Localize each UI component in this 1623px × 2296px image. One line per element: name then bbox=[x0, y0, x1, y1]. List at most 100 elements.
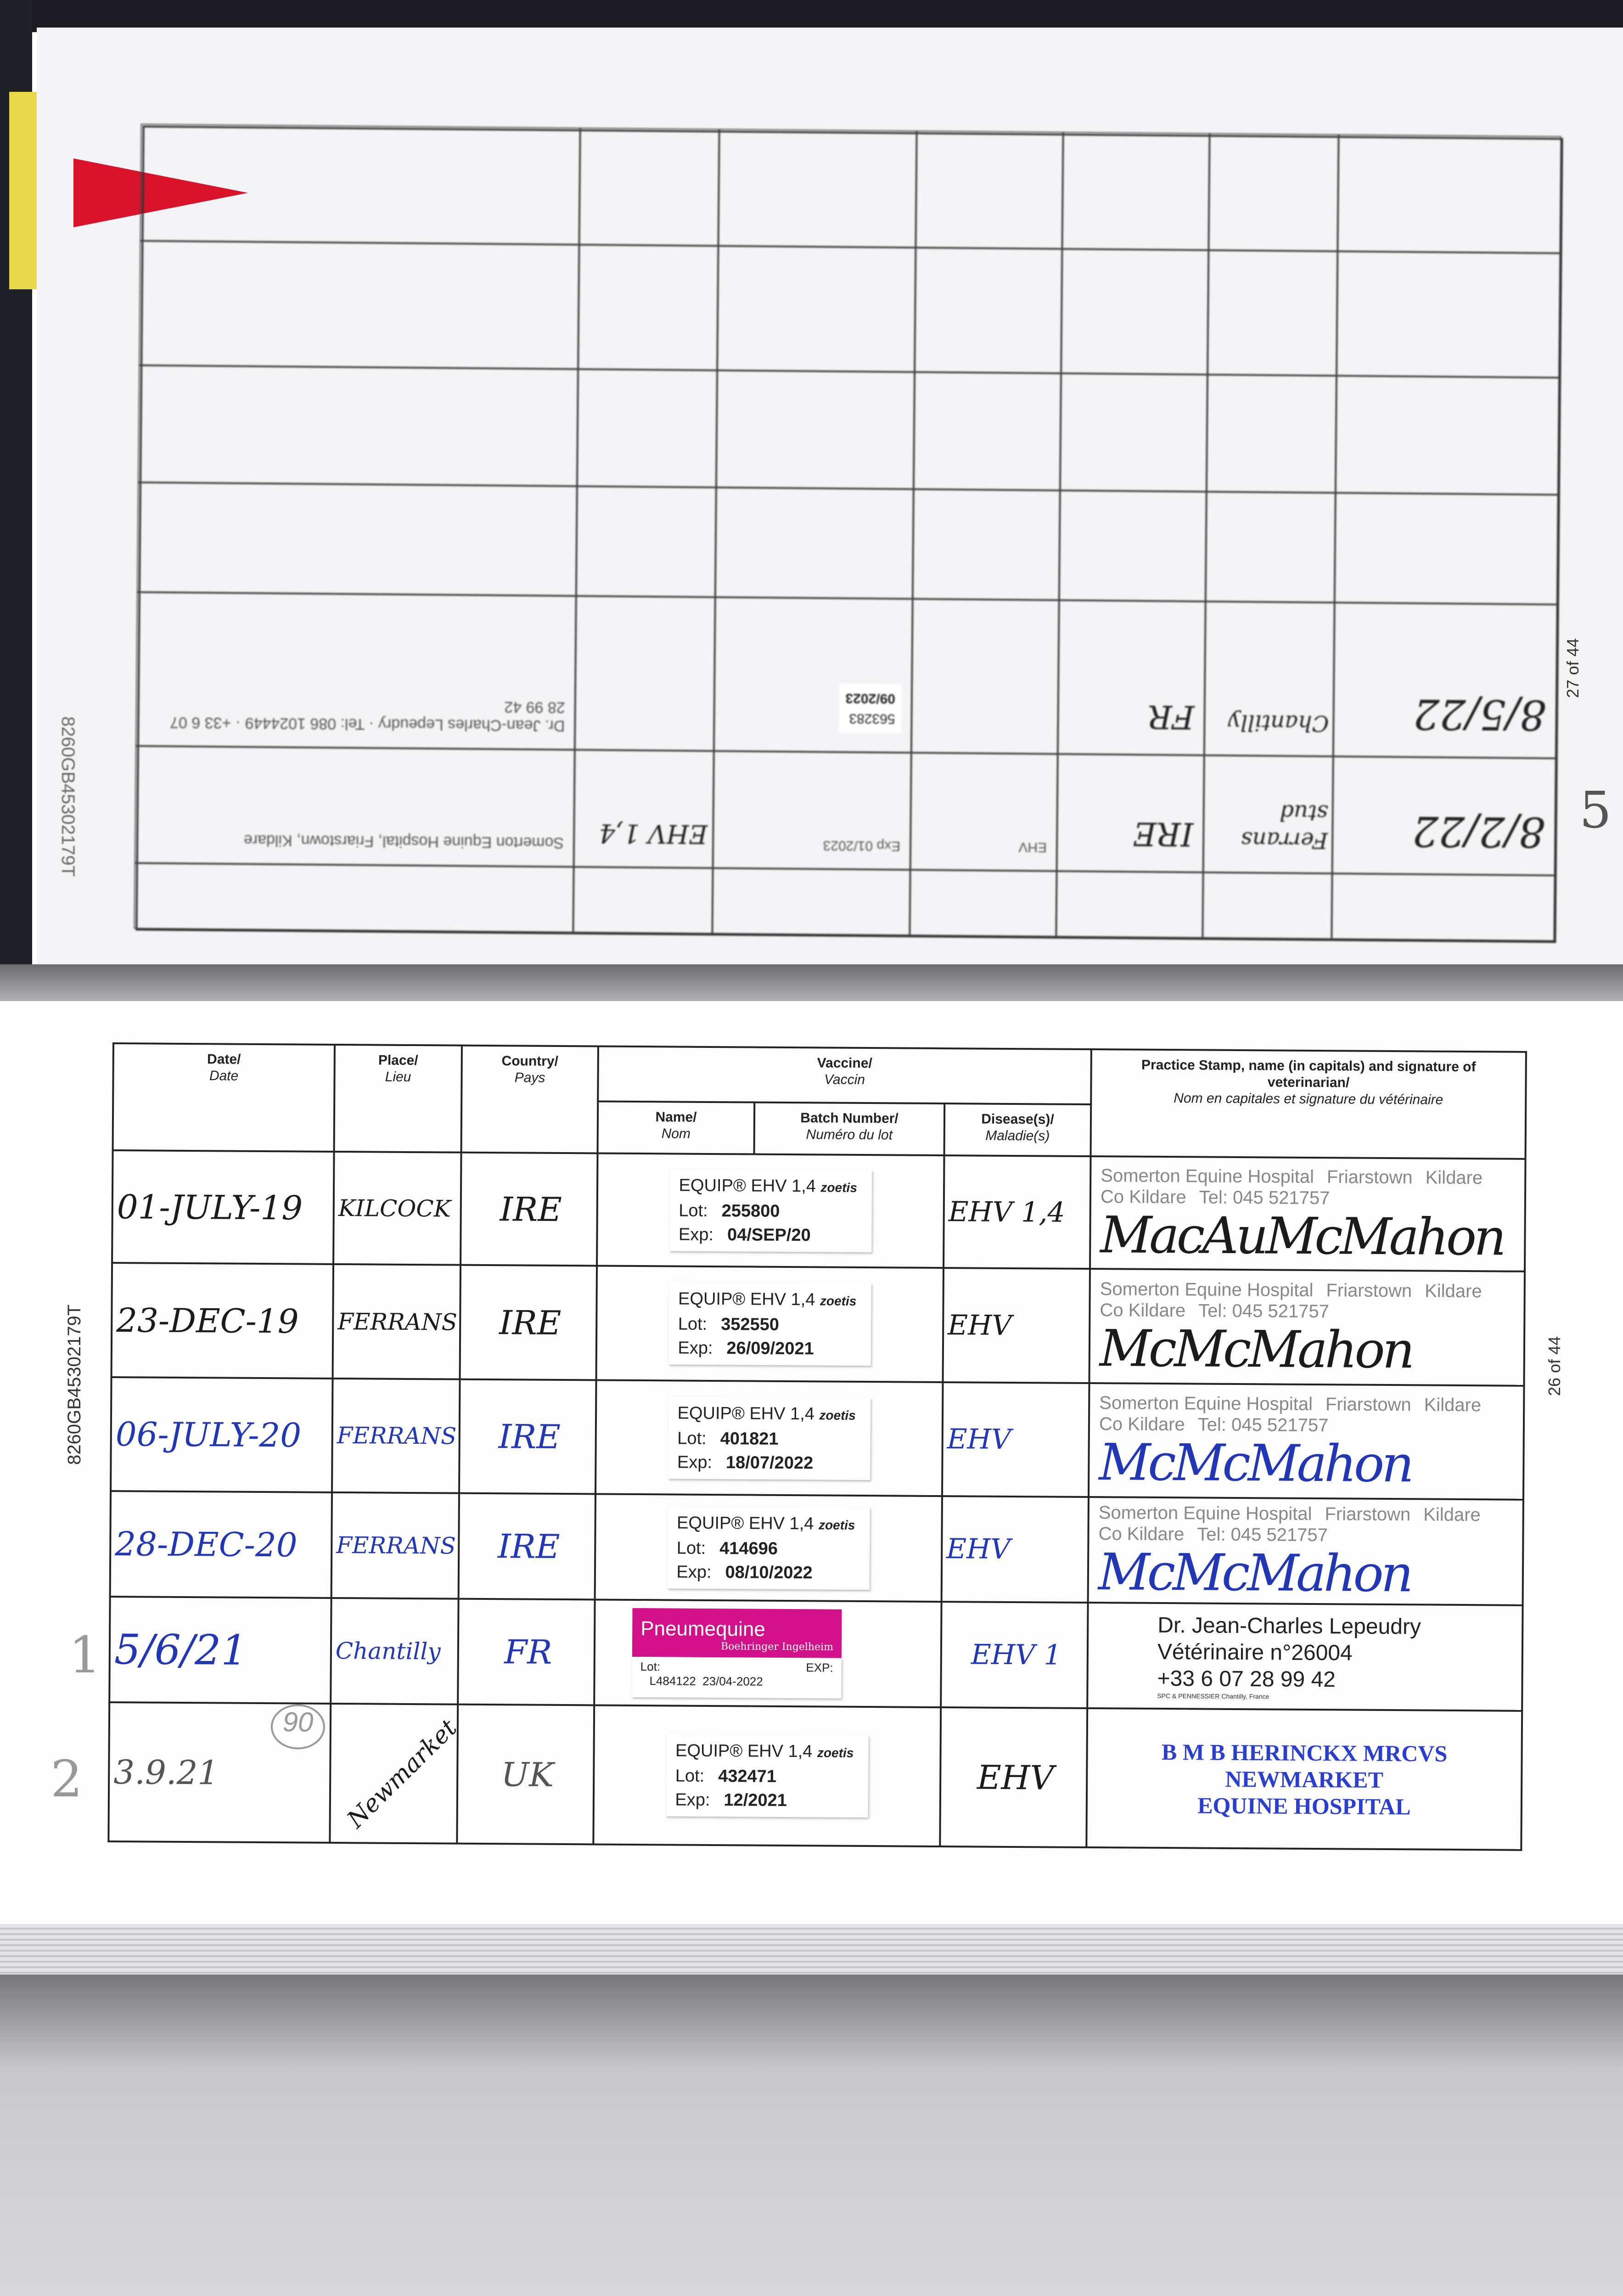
country-cell: UK bbox=[457, 1704, 595, 1845]
disease-cell: EHV bbox=[943, 1268, 1090, 1384]
upper-row2-stamp: Dr. Jean-Charles Lepeudry · Tel: 086 102… bbox=[135, 592, 576, 750]
pneumequine-lot: Lot: EXP: L484122 23/04-2022 bbox=[632, 1656, 842, 1699]
upper-document-code: 8260GB45302179T bbox=[58, 716, 78, 877]
upper-page bbox=[37, 28, 1623, 964]
header-date: Date/Date bbox=[112, 1043, 335, 1152]
stamp-line: Tel: 045 521757 bbox=[1197, 1524, 1328, 1546]
place-cell: Newmarket bbox=[330, 1703, 462, 1844]
vaccine-label-cell: EQUIP® EHV 1,4 zoetis Lot: 255800 Exp: 04/SE… bbox=[597, 1153, 944, 1268]
upper-row2-country: FR bbox=[1057, 600, 1206, 755]
page-stack-edge bbox=[0, 1924, 1623, 1979]
pneumequine-sticker: Pneumequine Boehringer Ingelheim bbox=[632, 1608, 842, 1658]
vaccine-sticker: EQUIP® EHV 1,4 zoetis Lot: 414696 Exp: 08/10… bbox=[667, 1506, 870, 1590]
country-cell: IRE bbox=[458, 1493, 596, 1600]
disease-cell: EHV bbox=[941, 1496, 1089, 1603]
country-cell: IRE bbox=[459, 1379, 596, 1494]
vaccine-sticker: EQUIP® EHV 1,4 zoetis Lot: 352550 Exp: 26/09… bbox=[668, 1282, 871, 1366]
stamp-line: Tel: 045 521757 bbox=[1199, 1187, 1330, 1208]
place-cell: FERRANS bbox=[332, 1378, 460, 1493]
vaccine-label-cell: EQUIP® EHV 1,4 zoetis Lot: 352550 Exp: 26/09… bbox=[596, 1266, 944, 1383]
date-cell: 28-DEC-20 bbox=[110, 1491, 332, 1598]
upper-header-cell bbox=[1056, 871, 1203, 938]
header-batch: Batch Number/Numéro du lot bbox=[754, 1102, 945, 1156]
vaccine-label-cell: EQUIP® EHV 1,4 zoetis Lot: 414696 Exp: 08/10… bbox=[595, 1494, 942, 1602]
country-cell: FR bbox=[458, 1598, 595, 1705]
disease-cell: EHV 1,4 bbox=[943, 1155, 1091, 1269]
upper-margin-mark: 5 bbox=[1579, 781, 1612, 839]
table-row: 06-JULY-20 FERRANS IRE EQUIP® EHV 1,4 zoeti… bbox=[111, 1377, 1524, 1500]
stamp-line: Co Kildare bbox=[1099, 1414, 1185, 1435]
scanner-edge bbox=[0, 0, 1623, 32]
stamp-line: Somerton Equine Hospital bbox=[1101, 1165, 1314, 1187]
vaccination-table: Date/Date Place/Lieu Country/Pays Vaccin… bbox=[107, 1042, 1527, 1851]
stamp-cell: Somerton Equine Hospital Friarstown Kildar… bbox=[1089, 1269, 1525, 1386]
table-row: 5/6/21 Chantilly FR Pneumequine Boehringe… bbox=[109, 1596, 1523, 1711]
date-cell: 23-DEC-19 bbox=[111, 1263, 334, 1379]
vaccine-sticker: EQUIP® EHV 1,4 zoetis Lot: 255800 Exp: 04/SE… bbox=[669, 1169, 872, 1253]
disease-cell: EHV bbox=[940, 1707, 1088, 1847]
table-row: 01-JULY-19 KILCOCK IRE EQUIP® EHV 1,4 zoeti… bbox=[112, 1150, 1526, 1272]
stamp-line: Kildare bbox=[1425, 1167, 1483, 1188]
stamp-line: Friarstown bbox=[1326, 1280, 1412, 1301]
circled-number: 90 bbox=[270, 1704, 326, 1750]
lower-page-count: 26 of 44 bbox=[1545, 1336, 1564, 1396]
vet-signature: McMcMahon bbox=[1099, 1318, 1412, 1379]
vet-signature: McMcMahon bbox=[1098, 1542, 1411, 1604]
country-cell: IRE bbox=[461, 1152, 598, 1266]
upper-row1-name: EHV bbox=[910, 753, 1058, 871]
boehringer-logo: Boehringer Ingelheim bbox=[720, 1641, 834, 1653]
stamp-line: Co Kildare bbox=[1100, 1300, 1186, 1321]
stamp-line: Somerton Equine Hospital bbox=[1098, 1503, 1312, 1524]
upper-row1-disease: EHV 1,4 bbox=[573, 749, 714, 868]
date-cell: 01-JULY-19 bbox=[112, 1150, 334, 1264]
disease-cell: EHV 1 bbox=[941, 1602, 1088, 1708]
header-place: Place/Lieu bbox=[334, 1044, 462, 1153]
table-row: 28-DEC-20 FERRANS IRE EQUIP® EHV 1,4 zoetis… bbox=[110, 1491, 1523, 1605]
stamp-line: Tel: 045 521757 bbox=[1197, 1414, 1329, 1436]
place-cell: KILCOCK bbox=[333, 1151, 461, 1265]
vet-signature: McMcMahon bbox=[1099, 1433, 1412, 1494]
stamp-cell: B M B HERINCKX MRCVS NEWMARKET EQUINE HO… bbox=[1086, 1708, 1522, 1850]
header-vaccine: Vaccine/Vaccin bbox=[598, 1046, 1091, 1105]
stamp-line: Friarstown bbox=[1325, 1394, 1411, 1415]
vaccine-label-cell: EQUIP® EHV 1,4 zoetis Lot: 432471 Exp: 12/20… bbox=[593, 1705, 941, 1847]
place-cell: FERRANS bbox=[332, 1264, 461, 1379]
upper-row2-disease bbox=[574, 596, 715, 751]
upper-row2-name bbox=[911, 599, 1059, 754]
red-flag-marker bbox=[73, 158, 248, 227]
stamp-cell: Somerton Equine Hospital Friarstown Kildar… bbox=[1089, 1383, 1524, 1500]
upper-header-cell bbox=[1202, 872, 1332, 940]
upper-row1-stamp: Somerton Equine Hospital, Friarstown, Ki… bbox=[134, 746, 575, 867]
stamp-cell: Dr. Jean-Charles Lepeudry Vétérinaire n°… bbox=[1087, 1603, 1523, 1711]
place-cell: Chantilly bbox=[331, 1598, 459, 1705]
table-row: 3.9.21 90 Newmarket UK EQUIP® EHV 1,4 zoe… bbox=[108, 1702, 1522, 1850]
vet-signature: MacAuMcMahon bbox=[1100, 1205, 1504, 1267]
vaccine-sticker: EQUIP® EHV 1,4 zoetis Lot: 401821 Exp: 18/07… bbox=[668, 1396, 870, 1480]
upper-row1-place: Ferrans stud bbox=[1203, 755, 1333, 874]
document-code: 8260GB45302179T bbox=[64, 1304, 84, 1465]
disease-cell: EHV bbox=[942, 1382, 1089, 1497]
upper-row1-country: IRE bbox=[1056, 754, 1204, 872]
vaccine-label-cell: EQUIP® EHV 1,4 zoetis Lot: 401821 Exp: 18/07… bbox=[595, 1380, 943, 1497]
place-cell: FERRANS bbox=[331, 1492, 460, 1599]
stamp-line: Somerton Equine Hospital bbox=[1099, 1393, 1313, 1414]
upper-page-count: 27 of 44 bbox=[1563, 638, 1582, 698]
stamp-line: Kildare bbox=[1425, 1280, 1482, 1301]
stamp-line: Co Kildare bbox=[1098, 1524, 1185, 1545]
header-stamp: Practice Stamp, name (in capitals) and s… bbox=[1090, 1049, 1526, 1159]
upper-header-cell bbox=[134, 863, 574, 933]
stamp-line: Kildare bbox=[1424, 1395, 1482, 1416]
upper-header-cell bbox=[712, 868, 910, 936]
header-name: Name/Nom bbox=[597, 1101, 755, 1154]
table-row: 23-DEC-19 FERRANS IRE EQUIP® EHV 1,4 zoetis… bbox=[111, 1263, 1525, 1386]
date-cell: 3.9.21 90 bbox=[108, 1702, 331, 1843]
stamp-line: Co Kildare bbox=[1100, 1186, 1186, 1207]
stamp-line: Friarstown bbox=[1325, 1504, 1411, 1525]
upper-row2-date: 8/5/22 bbox=[1333, 602, 1557, 759]
stamp-line: Friarstown bbox=[1326, 1166, 1413, 1187]
date-cell: 06-JULY-20 bbox=[111, 1377, 333, 1492]
header-disease: Disease(s)/Maladie(s) bbox=[944, 1103, 1091, 1157]
yellow-tab bbox=[9, 92, 37, 289]
upper-row1-batch: Exp 01/2023 bbox=[713, 751, 911, 870]
stamp-line: Tel: 045 521757 bbox=[1198, 1300, 1330, 1322]
